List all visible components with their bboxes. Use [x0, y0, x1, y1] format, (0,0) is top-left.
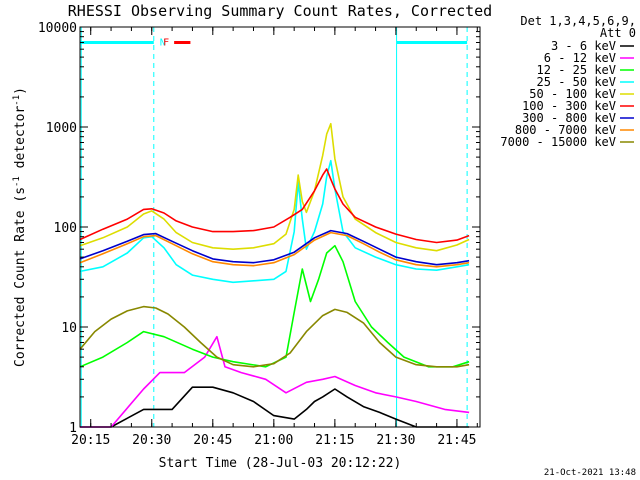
legend-label: 3 - 6 keV	[551, 39, 616, 53]
x-tick-label: 20:15	[71, 433, 110, 448]
x-tick-label: 20:45	[193, 433, 232, 448]
x-tick-label: 21:15	[315, 433, 354, 448]
series-line-9	[79, 305, 470, 368]
timestamp: 21-Oct-2021 13:48	[544, 468, 636, 478]
y-axis-label-main: Corrected Count Rate (s	[13, 187, 28, 367]
y-axis-label-exponent-2: -1	[12, 95, 22, 106]
legend-label: 100 - 300 keV	[522, 99, 616, 113]
y-axis-label-close: )	[13, 87, 28, 95]
x-tick-label: 21:00	[254, 433, 293, 448]
legend-label: 300 - 800 keV	[522, 111, 616, 125]
series-line-8	[79, 231, 470, 268]
legend-label: 6 - 12 keV	[544, 51, 616, 65]
vertical-markers	[80, 27, 468, 427]
y-axis-label-exponent: -1	[12, 176, 22, 187]
chart-title: RHESSI Observing Summary Count Rates, Co…	[68, 2, 492, 20]
legend-label: 7000 - 15000 keV	[500, 135, 616, 149]
legend-label: 25 - 50 keV	[537, 75, 616, 89]
annotation-label: N	[160, 37, 166, 48]
legend-header-line-1: Det 1,3,4,5,6,9,	[520, 14, 636, 28]
annotation-label: F	[163, 37, 169, 48]
legend-label: 12 - 25 keV	[537, 63, 616, 77]
legend-label: 50 - 100 keV	[529, 87, 616, 101]
y-axis: 1 10 100 1000 10000	[38, 21, 480, 436]
annotations: NF	[80, 37, 468, 48]
series-line-3	[79, 244, 470, 368]
y-tick-label: 1000	[46, 121, 77, 136]
y-tick-label: 100	[54, 221, 77, 236]
series-line-2	[80, 335, 470, 428]
x-tick-label: 21:30	[376, 433, 415, 448]
series-line-1	[80, 386, 470, 428]
x-axis: 20:15 20:30 20:45 21:00 21:15 21:30 21:45	[71, 27, 478, 448]
series-lines	[79, 122, 470, 428]
x-axis-label: Start Time (28-Jul-03 20:12:22)	[159, 456, 402, 471]
series-line-7	[79, 229, 470, 266]
y-axis-label: Corrected Count Rate (s-1 detector-1)	[12, 87, 28, 367]
y-tick-label: 10000	[38, 21, 77, 36]
x-tick-label: 21:45	[437, 433, 476, 448]
y-axis-label-middle: detector	[13, 106, 28, 177]
series-line-5	[79, 122, 470, 252]
series-line-6	[79, 168, 470, 244]
x-tick-label: 20:30	[132, 433, 171, 448]
series-line-4	[79, 159, 470, 284]
legend-header-line-2: Att 0	[600, 26, 636, 40]
legend-label: 800 - 7000 keV	[515, 123, 616, 137]
y-tick-label: 1	[69, 421, 77, 436]
y-tick-label: 10	[61, 321, 77, 336]
